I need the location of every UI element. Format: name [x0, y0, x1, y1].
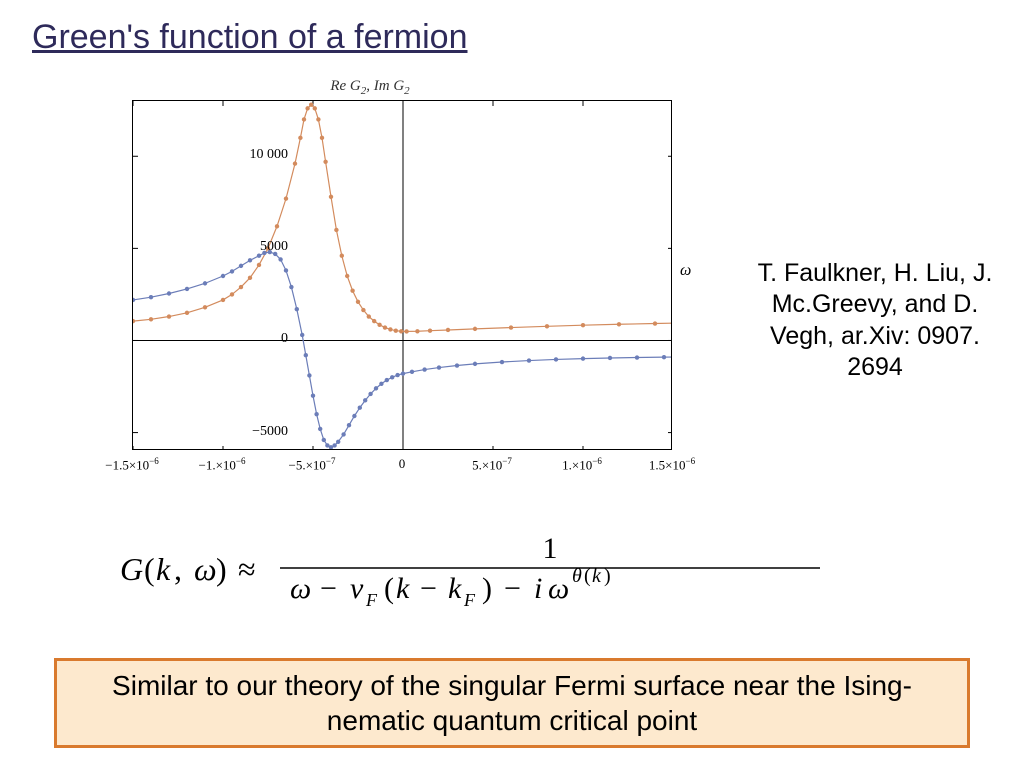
citation-text: T. Faulkner, H. Liu, J. Mc.Greevy, and D… — [740, 258, 1010, 383]
svg-text:): ) — [216, 551, 227, 587]
svg-text:,: , — [174, 551, 182, 587]
chart-title-g2: G2 — [393, 78, 409, 94]
greens-function-formula: G ( k , ω ) ≈ 1 ω − v F ( k − k F ) − i … — [120, 530, 900, 610]
svg-text:ω: ω — [290, 572, 311, 605]
chart-title-im: Im — [374, 78, 390, 94]
svg-text:F: F — [365, 590, 378, 610]
y-tick-label: 0 — [228, 331, 288, 347]
svg-text:1: 1 — [543, 532, 558, 565]
svg-text:k: k — [156, 551, 171, 587]
svg-text:−: − — [504, 572, 521, 605]
slide-title: Green's function of a fermion — [32, 18, 468, 57]
svg-text:≈: ≈ — [238, 551, 256, 587]
x-tick-label: 1.×10−6 — [562, 456, 602, 473]
chart-title-re: Re — [330, 78, 346, 94]
x-tick-label: 0 — [399, 456, 406, 472]
svg-text:k: k — [448, 572, 462, 605]
callout-text: Similar to our theory of the singular Fe… — [77, 668, 947, 738]
chart-title-g1: G2 — [350, 78, 366, 94]
svg-text:G: G — [120, 551, 143, 587]
x-tick-label: 1.5×10−6 — [649, 456, 695, 473]
svg-text:−: − — [320, 572, 337, 605]
svg-text:θ: θ — [572, 565, 582, 587]
svg-text:ω: ω — [548, 572, 569, 605]
svg-text:k: k — [592, 565, 602, 587]
plot-box — [132, 100, 672, 450]
svg-text:F: F — [463, 590, 476, 610]
svg-text:k: k — [396, 572, 410, 605]
x-tick-label: 5.×10−7 — [472, 456, 512, 473]
svg-text:): ) — [604, 565, 611, 587]
svg-text:ω: ω — [194, 551, 217, 587]
y-tick-label: 5000 — [228, 239, 288, 255]
svg-text:): ) — [482, 572, 492, 605]
x-tick-label: −1.×10−6 — [199, 456, 246, 473]
svg-text:(: ( — [144, 551, 155, 587]
svg-text:(: ( — [384, 572, 394, 605]
svg-text:(: ( — [584, 565, 591, 587]
greens-function-chart: Re G2, Im G2 ω −5000 0 5000 10 000 −1.5×10−6… — [20, 78, 720, 488]
x-tick-label: −1.5×10−6 — [105, 456, 159, 473]
svg-text:i: i — [534, 572, 542, 605]
x-axis-label-omega: ω — [680, 262, 691, 280]
svg-text:−: − — [420, 572, 437, 605]
chart-title: Re G2, Im G2 — [330, 78, 409, 97]
y-tick-label: 10 000 — [228, 147, 288, 163]
svg-text:v: v — [350, 572, 364, 605]
callout-box: Similar to our theory of the singular Fe… — [54, 658, 970, 748]
x-tick-label: −5.×10−7 — [289, 456, 336, 473]
y-tick-label: −5000 — [228, 424, 288, 440]
plot-svg — [133, 101, 671, 449]
